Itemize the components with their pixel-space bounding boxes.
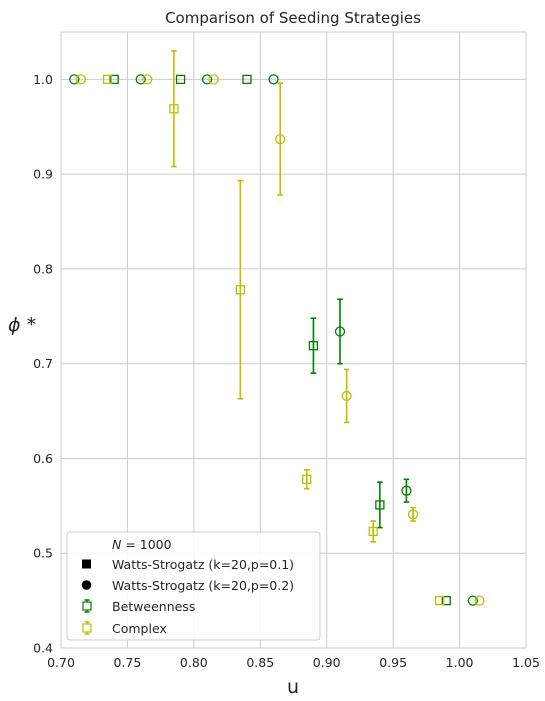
x-tick-label: 1.05 (512, 655, 540, 670)
data-point-square (434, 595, 445, 606)
x-tick-label: 0.75 (114, 655, 142, 670)
legend-label-complex: Complex (112, 621, 167, 636)
y-tick-label: 0.9 (33, 167, 53, 182)
y-tick-label: 0.7 (33, 356, 53, 371)
data-point-square (242, 74, 252, 85)
data-point-circle (135, 74, 146, 85)
data-point-square (368, 526, 378, 537)
x-axis-ticks: 0.70 0.75 0.80 0.85 0.90 0.95 1.00 1.05 (47, 655, 540, 670)
legend-title-value: = 1000 (121, 537, 171, 552)
data-point-circle (407, 509, 419, 520)
data-point-square (102, 74, 113, 85)
data-point-square (441, 595, 451, 606)
y-tick-label: 0.5 (33, 546, 53, 561)
legend-label-ws-p02: Watts-Strogatz (k=20,p=0.2) (112, 578, 294, 593)
data-point-square (169, 104, 179, 114)
data-point-square (302, 474, 312, 484)
data-point-circle (69, 74, 80, 85)
series-complex-square (102, 50, 445, 606)
legend-title: N = 1000 (112, 537, 172, 552)
data-point-circle (268, 74, 279, 85)
x-tick-label: 0.70 (47, 655, 75, 670)
legend: N = 1000 Watts-Strogatz (k=20,p=0.1) Wat… (66, 531, 321, 641)
data-point-circle (75, 74, 87, 85)
y-tick-label: 0.8 (33, 261, 53, 276)
data-point-square (109, 74, 119, 85)
data-points (69, 50, 485, 606)
legend-label-betweenness: Betweenness (112, 599, 195, 614)
data-point-circle (334, 326, 346, 337)
data-point-circle (467, 595, 479, 606)
legend-label-ws-p01: Watts-Strogatz (k=20,p=0.1) (112, 557, 294, 572)
data-point-square (375, 500, 385, 510)
legend-marker-square-filled (82, 559, 91, 569)
data-point-circle (142, 74, 153, 85)
data-point-square (308, 341, 319, 351)
series-complex-circle (75, 74, 485, 606)
legend-marker-circle-filled (81, 580, 92, 590)
y-axis-ticks: 0.4 0.5 0.6 0.7 0.8 0.9 1.0 (33, 72, 53, 656)
x-axis-label: u (287, 676, 299, 698)
series-betweenness-circle (69, 74, 479, 606)
data-point-circle (474, 595, 485, 606)
legend-title-symbol: N (112, 537, 122, 552)
plot-area (60, 31, 527, 649)
y-tick-label: 0.4 (33, 641, 53, 656)
y-axis-label: ϕ * (8, 314, 36, 336)
x-tick-label: 1.00 (446, 655, 474, 670)
data-point-square (175, 74, 186, 85)
legend-marker-betweenness (82, 599, 92, 613)
x-tick-label: 0.80 (180, 655, 208, 670)
data-point-circle (275, 133, 286, 145)
y-tick-label: 0.6 (33, 451, 53, 466)
data-point-square (235, 285, 246, 295)
grid (60, 32, 527, 649)
data-point-circle (341, 390, 352, 402)
data-point-circle (201, 74, 213, 85)
series-betweenness-square (109, 74, 451, 606)
y-tick-label: 1.0 (33, 72, 53, 87)
x-tick-label: 0.90 (313, 655, 341, 670)
data-point-circle (208, 74, 219, 85)
data-point-circle (401, 485, 412, 496)
chart-title: Comparison of Seeding Strategies (165, 9, 421, 27)
legend-frame (66, 531, 321, 641)
legend-marker-complex (82, 621, 92, 635)
x-tick-label: 0.85 (246, 655, 274, 670)
x-tick-label: 0.95 (379, 655, 407, 670)
